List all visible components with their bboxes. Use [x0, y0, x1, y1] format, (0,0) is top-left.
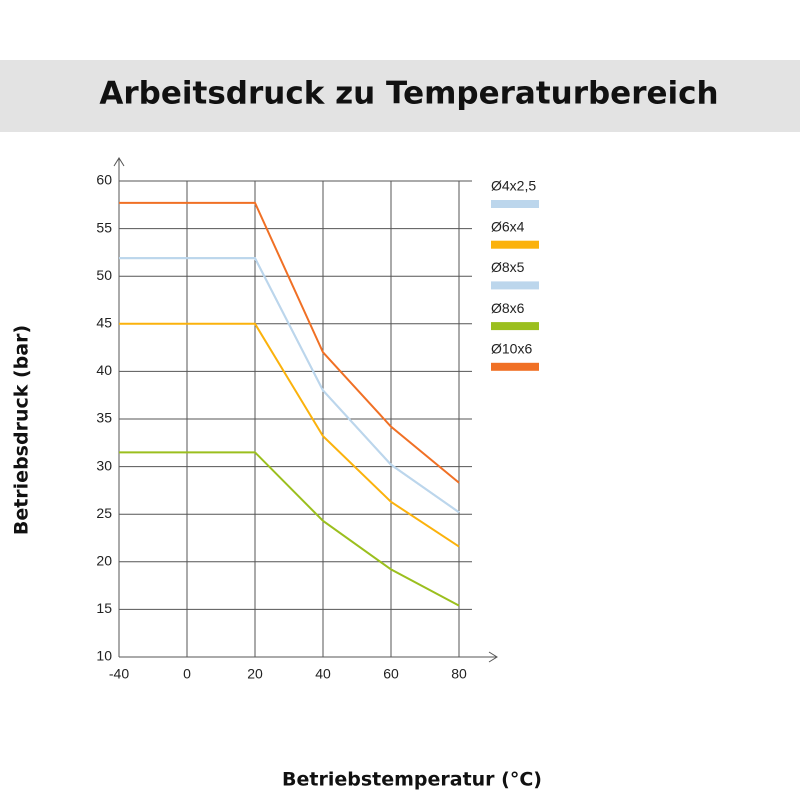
- legend-label: Ø6x4: [491, 218, 525, 234]
- legend-swatch: [491, 322, 539, 331]
- y-tick-label: 30: [96, 457, 112, 473]
- y-tick-label: 10: [96, 648, 112, 664]
- legend-label: Ø8x6: [491, 300, 525, 316]
- y-tick-label: 60: [96, 172, 112, 188]
- x-tick-label: 20: [247, 666, 263, 682]
- legend-swatch: [491, 240, 539, 249]
- legend-label: Ø10x6: [491, 341, 532, 357]
- y-tick-label: 50: [96, 267, 112, 283]
- title-band: [0, 60, 800, 132]
- y-tick-label: 40: [96, 362, 112, 378]
- legend-swatch: [491, 281, 539, 290]
- series-line: [119, 451, 460, 607]
- legend-label: Ø8x5: [491, 259, 525, 275]
- series-line: [119, 257, 460, 514]
- x-tick-label: 0: [183, 666, 191, 682]
- series-line: [119, 322, 460, 548]
- y-tick-label: 55: [96, 219, 112, 235]
- y-tick-label: 25: [96, 505, 112, 521]
- y-axis-label: Betriebsdruck (bar): [11, 325, 33, 535]
- x-tick-label: 40: [315, 666, 331, 682]
- y-tick-label: 20: [96, 553, 112, 569]
- legend-label: Ø4x2,5: [491, 178, 536, 194]
- x-tick-label: 60: [383, 666, 399, 682]
- y-tick-label: 15: [96, 600, 112, 616]
- x-axis-label: Betriebstemperatur (°C): [282, 769, 542, 791]
- y-tick-label: 45: [96, 315, 112, 331]
- legend-swatch: [491, 200, 539, 208]
- y-tick-label: 35: [96, 410, 112, 426]
- x-tick-label: 80: [451, 666, 467, 682]
- series-line: [119, 201, 460, 484]
- axes: [113, 157, 498, 663]
- series-line: [119, 257, 460, 514]
- x-tick-label: -40: [109, 666, 129, 682]
- legend-swatch: [491, 362, 539, 371]
- chart-title: Arbeitsdruck zu Temperaturbereich: [99, 76, 718, 112]
